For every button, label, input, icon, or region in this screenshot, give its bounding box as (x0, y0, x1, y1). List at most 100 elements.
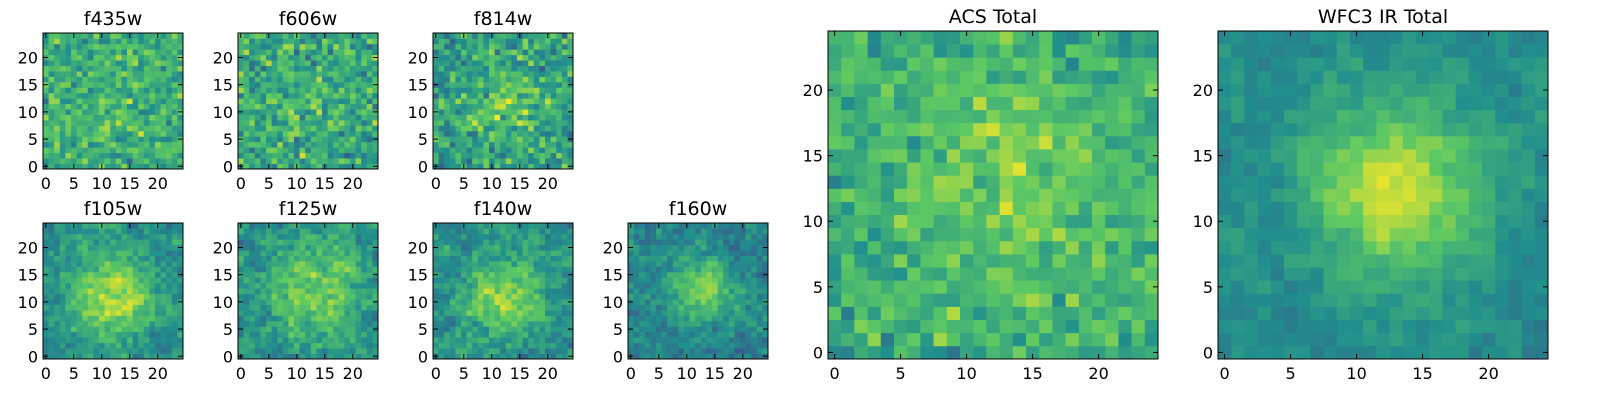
heatmap-cell (155, 261, 161, 267)
heatmap-cell (494, 98, 501, 105)
heatmap-cell (355, 163, 362, 170)
heatmap-cell (149, 120, 156, 126)
heatmap-cell (355, 141, 362, 148)
heatmap-cell (477, 228, 484, 235)
heatmap-cell (350, 87, 356, 94)
heatmap-cell (695, 348, 702, 354)
heatmap-cell (71, 109, 77, 115)
heatmap-cell (656, 239, 662, 246)
heatmap-cell (477, 239, 484, 246)
heatmap-cell (528, 282, 535, 289)
heatmap-cell (76, 331, 83, 338)
heatmap-cell (500, 266, 507, 273)
heatmap-cell (361, 271, 368, 278)
heatmap-cell (500, 277, 507, 284)
heatmap-cell (138, 141, 145, 148)
heatmap-cell (355, 293, 362, 300)
heatmap-cell (288, 152, 295, 159)
heatmap-cell (166, 353, 173, 360)
heatmap-cell (127, 331, 133, 338)
heatmap-cell (99, 244, 105, 251)
heatmap-cell (1039, 332, 1053, 347)
heatmap-cell (455, 310, 462, 316)
heatmap-cell (656, 277, 662, 284)
heatmap-cell (1105, 293, 1119, 307)
heatmap-cell (59, 60, 66, 66)
heatmap-cell (132, 228, 139, 235)
heatmap-cell (433, 38, 439, 45)
heatmap-cell (455, 304, 462, 311)
heatmap-cell (110, 223, 117, 229)
heatmap-cell (1144, 345, 1159, 360)
heatmap-cell (494, 65, 501, 72)
heatmap-cell (333, 120, 340, 126)
heatmap-cell (528, 163, 535, 170)
heatmap-cell (740, 320, 746, 327)
heatmap-cell (828, 293, 842, 307)
heatmap-cell (639, 310, 646, 316)
heatmap-cell (489, 293, 495, 300)
heatmap-cell (361, 310, 368, 316)
heatmap-cell (880, 240, 895, 255)
heatmap-cell (294, 348, 300, 354)
heatmap-cell (316, 60, 323, 66)
heatmap-cell (43, 65, 49, 72)
heatmap-cell (355, 271, 362, 278)
heatmap-cell (177, 320, 184, 327)
heatmap-cell (466, 310, 473, 316)
heatmap-cell (880, 332, 895, 347)
heatmap-cell (973, 162, 987, 176)
heatmap-cell (366, 293, 373, 300)
heatmap-cell (466, 261, 473, 267)
heatmap-cell (266, 233, 272, 240)
heatmap-cell (444, 71, 451, 77)
heatmap-cell (455, 293, 462, 300)
heatmap-cell (171, 136, 178, 143)
heatmap-cell (171, 244, 178, 251)
heatmap-cell (751, 293, 758, 300)
heatmap-cell (372, 304, 379, 311)
heatmap-cell (489, 114, 495, 121)
heatmap-cell (734, 277, 741, 284)
heatmap-cell (522, 326, 529, 333)
heatmap-cell (65, 326, 72, 333)
heatmap-cell (489, 141, 495, 148)
heatmap-cell (433, 348, 439, 354)
heatmap-cell (455, 288, 462, 295)
heatmap-cell (127, 342, 133, 349)
heatmap-cell (973, 319, 987, 334)
heatmap-cell (254, 239, 261, 246)
heatmap-cell (745, 255, 752, 262)
heatmap-cell (522, 152, 529, 159)
heatmap-cell (539, 158, 546, 164)
heatmap-cell (155, 43, 161, 50)
heatmap-cell (633, 239, 640, 246)
heatmap-cell (249, 152, 256, 159)
heatmap-cell (433, 87, 439, 94)
heatmap-cell (65, 141, 72, 148)
heatmap-cell (338, 158, 345, 164)
heatmap-cell (132, 152, 139, 159)
heatmap-cell (438, 98, 445, 105)
heatmap-cell (539, 81, 546, 88)
heatmap-cell (841, 227, 855, 242)
heatmap-cell (854, 332, 868, 347)
heatmap-cell (672, 310, 679, 316)
heatmap-cell (99, 125, 105, 132)
heatmap-cell (695, 271, 702, 278)
heatmap-cell (1052, 332, 1066, 347)
heatmap-cell (505, 163, 512, 170)
heatmap-cell (171, 342, 178, 349)
heatmap-cell (522, 348, 529, 354)
heatmap-cell (561, 250, 568, 256)
heatmap-cell (550, 326, 557, 333)
heatmap-cell (288, 293, 295, 300)
heatmap-cell (271, 233, 278, 240)
heatmap-cell (54, 228, 61, 235)
heatmap-cell (282, 228, 289, 235)
heatmap-cell (266, 228, 272, 235)
heatmap-cell (500, 38, 507, 45)
heatmap-cell (333, 92, 340, 99)
heatmap-cell (249, 163, 256, 170)
heatmap-cell (366, 98, 373, 105)
